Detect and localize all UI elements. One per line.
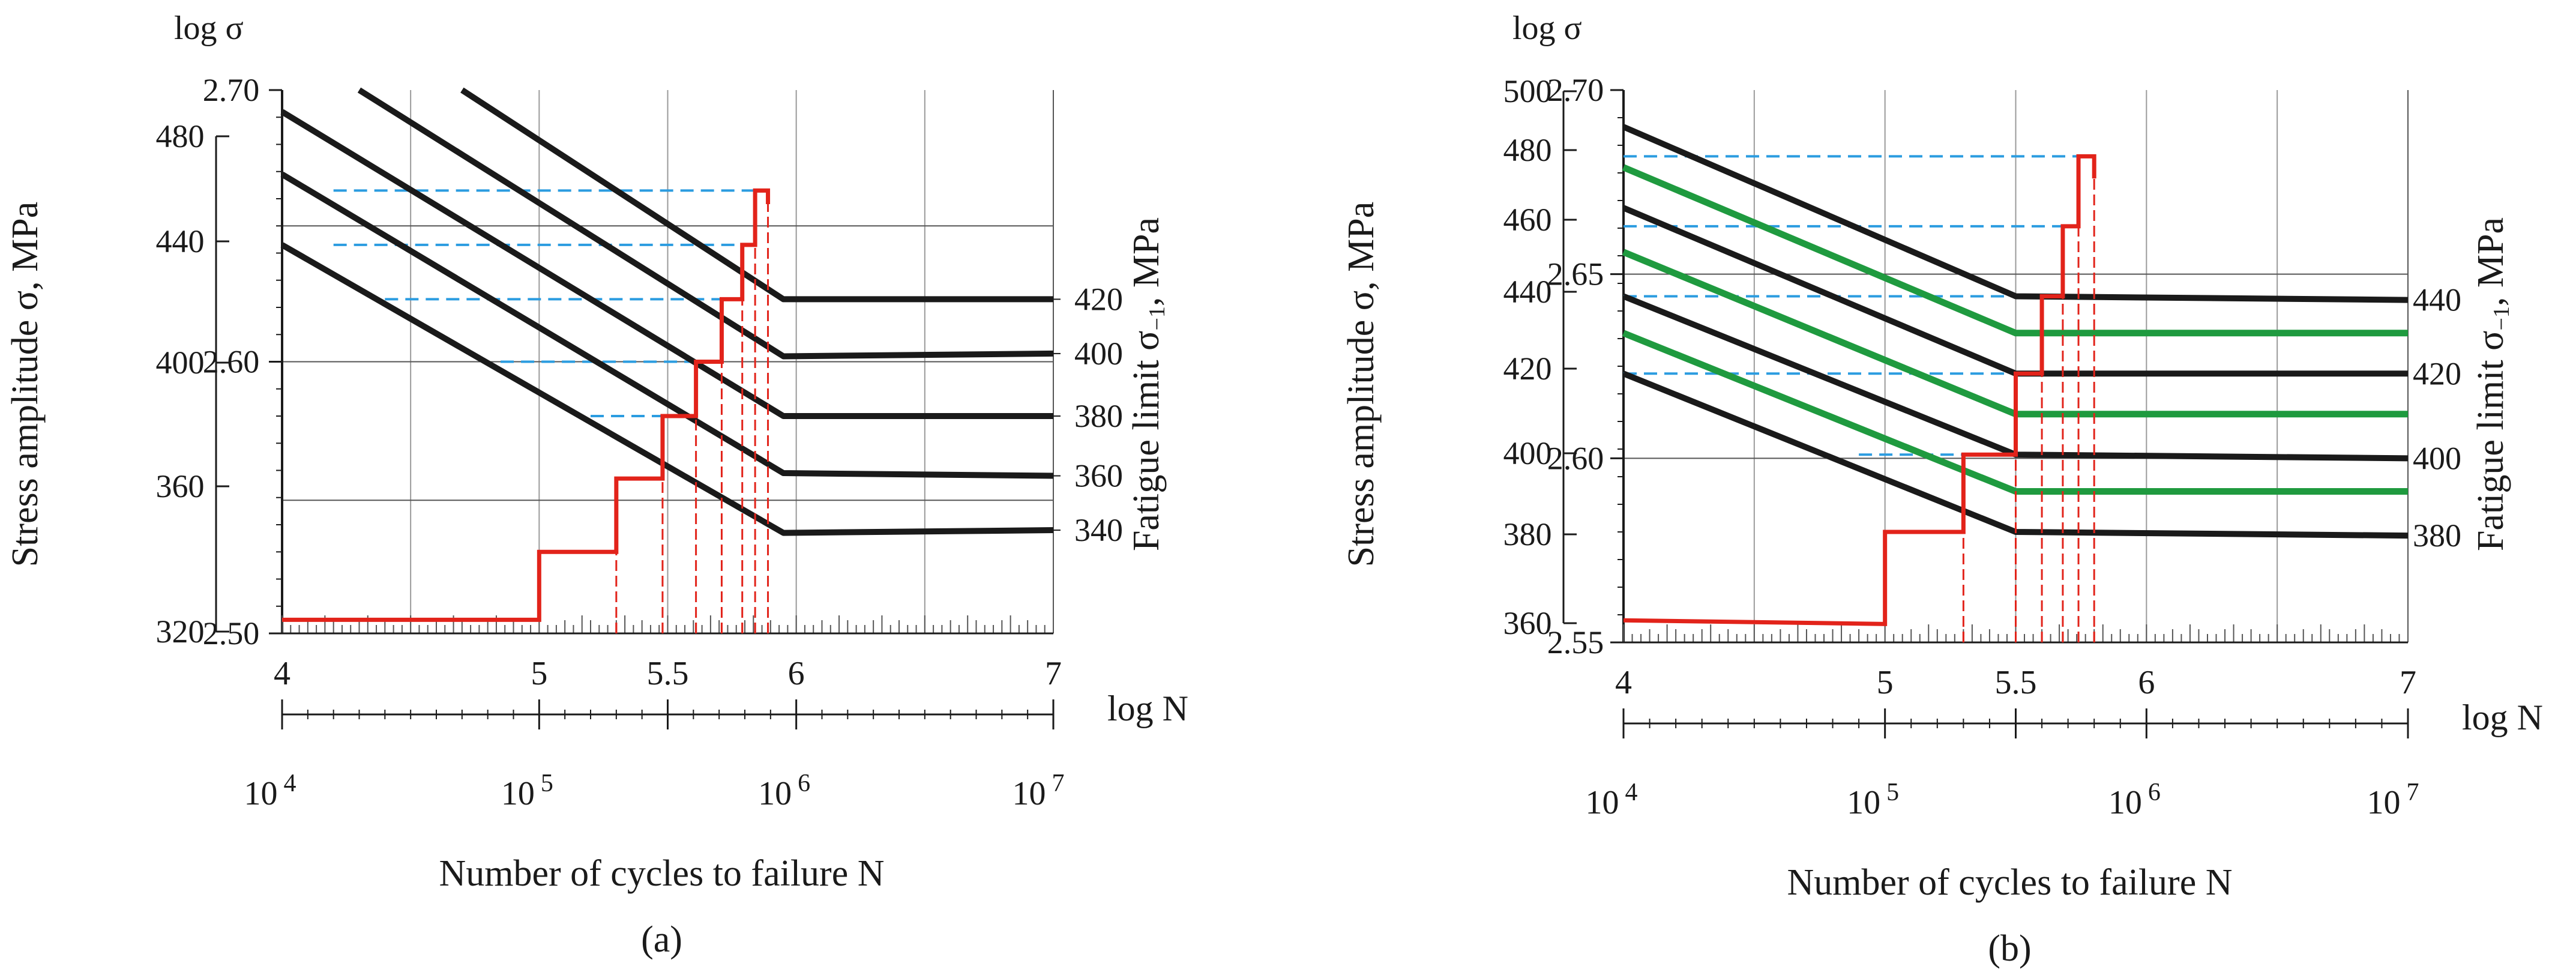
fatigue-limit-label: 420 bbox=[1074, 281, 1123, 317]
stress-tick-label: 400 bbox=[1503, 435, 1552, 471]
logn-tick-label: 5.5 bbox=[647, 655, 689, 692]
log-tick-label: 2.55 bbox=[1547, 624, 1604, 660]
cycles-tick-base: 10 bbox=[758, 775, 792, 812]
log-axis-title: log σ bbox=[1512, 10, 1582, 47]
cycles-tick-base: 10 bbox=[1847, 784, 1880, 821]
logn-axis-title: log N bbox=[1107, 689, 1188, 728]
cycles-tick-label: 10 7 bbox=[1013, 770, 1065, 812]
sn-curve-line bbox=[280, 109, 1053, 419]
panel-a: 2.50 2.60 2.70 log σ 320 360 400 440 480 Stress a… bbox=[5, 10, 1188, 960]
cycles-tick-label: 10 7 bbox=[2367, 779, 2419, 821]
logn-tick-label: 7 bbox=[2400, 664, 2416, 701]
log-tick-label: 2.60 bbox=[1547, 440, 1604, 476]
fatigue-axis-unit: , MPa bbox=[2470, 217, 2511, 306]
log-tick-label: 2.60 bbox=[203, 344, 260, 380]
log-tick-label: 2.70 bbox=[203, 72, 260, 108]
fatigue-limit-label: 400 bbox=[1074, 336, 1123, 372]
fatigue-limit-label: 360 bbox=[1074, 458, 1123, 494]
logn-tick-label: 5.5 bbox=[1995, 664, 2037, 701]
panel-label: (a) bbox=[641, 919, 682, 960]
cycles-tick-label: 10 5 bbox=[501, 770, 553, 812]
logn-axis-title: log N bbox=[2462, 698, 2543, 737]
stress-axis-title: Stress amplitude σ, MPa bbox=[5, 202, 46, 567]
sn-curve-line bbox=[280, 242, 1054, 536]
log-tick-label: 2.65 bbox=[1547, 256, 1604, 292]
cycles-tick-base: 10 bbox=[1013, 775, 1046, 812]
cycles-tick-base: 10 bbox=[1586, 784, 1619, 821]
log-axis-title: log σ bbox=[174, 10, 244, 47]
fatigue-axis-gap bbox=[2470, 351, 2511, 360]
cycles-tick-exp: 5 bbox=[541, 770, 553, 797]
sn-curve-line bbox=[1622, 124, 2409, 303]
fatigue-axis-gap bbox=[1126, 351, 1167, 360]
cycles-tick-exp: 4 bbox=[284, 770, 296, 797]
fatigue-axis-symbol: σ bbox=[2470, 331, 2511, 351]
fatigue-axis-title: Fatigue limit σ−1, MPa bbox=[1126, 217, 1170, 551]
stress-tick-label: 480 bbox=[156, 118, 205, 154]
stress-axis-title: Stress amplitude σ, MPa bbox=[1341, 202, 1382, 567]
fatigue-axis-subscript: −1 bbox=[1145, 306, 1170, 330]
sn-curve-line bbox=[460, 87, 1053, 303]
fatigue-axis-subscript: −1 bbox=[2489, 306, 2514, 330]
staircase-line bbox=[1623, 154, 2096, 626]
logn-tick-label: 4 bbox=[1615, 664, 1632, 701]
stress-tick-label: 360 bbox=[156, 468, 205, 504]
cycles-axis-title: Number of cycles to failure N bbox=[1787, 862, 2232, 903]
logn-tick-label: 5 bbox=[531, 655, 547, 692]
cycles-axis-title: Number of cycles to failure N bbox=[439, 853, 884, 894]
sn-curve-line bbox=[1622, 164, 2408, 337]
staircase-line bbox=[282, 188, 771, 622]
cycles-tick-base: 10 bbox=[2367, 784, 2401, 821]
cycles-tick-exp: 7 bbox=[2407, 779, 2419, 806]
fatigue-axis-symbol: σ bbox=[1126, 331, 1167, 351]
stress-tick-label: 360 bbox=[1503, 605, 1552, 641]
cycles-tick-label: 10 4 bbox=[244, 770, 296, 812]
fatigue-axis-unit: , MPa bbox=[1126, 217, 1167, 306]
cycles-tick-label: 10 6 bbox=[758, 770, 810, 812]
cycles-tick-label: 10 4 bbox=[1586, 779, 1638, 821]
stress-tick-label: 500 bbox=[1503, 73, 1552, 109]
cycles-tick-exp: 6 bbox=[2148, 779, 2161, 806]
cycles-tick-base: 10 bbox=[2108, 784, 2142, 821]
cycles-tick-exp: 6 bbox=[798, 770, 810, 797]
panel-b: 2.55 2.60 2.65 2.70 log σ 360 380 400 420 440 460 4… bbox=[1341, 10, 2543, 969]
fatigue-limit-label: 380 bbox=[1074, 398, 1123, 434]
logn-tick-label: 6 bbox=[788, 655, 805, 692]
fatigue-axis-label: Fatigue limit bbox=[2470, 360, 2511, 551]
logn-tick-label: 5 bbox=[1877, 664, 1894, 701]
cycles-tick-base: 10 bbox=[501, 775, 535, 812]
fatigue-limit-label: 440 bbox=[2413, 282, 2461, 318]
log-tick-label: 2.70 bbox=[1547, 72, 1604, 108]
sn-curve-line bbox=[357, 87, 1054, 360]
logn-tick-label: 7 bbox=[1045, 655, 1062, 692]
fatigue-limit-label: 380 bbox=[2413, 518, 2461, 554]
logn-tick-label: 6 bbox=[2138, 664, 2155, 701]
fatigue-limit-label: 400 bbox=[2413, 440, 2461, 476]
cycles-tick-exp: 5 bbox=[1886, 779, 1899, 806]
stress-tick-label: 480 bbox=[1503, 132, 1552, 168]
stress-tick-label: 320 bbox=[156, 614, 205, 650]
stress-tick-label: 440 bbox=[1503, 274, 1552, 310]
stress-tick-label: 380 bbox=[1503, 516, 1552, 552]
cycles-tick-label: 10 5 bbox=[1847, 779, 1899, 821]
fatigue-axis-title: Fatigue limit σ−1, MPa bbox=[2470, 217, 2514, 551]
logn-tick-label: 4 bbox=[274, 655, 290, 692]
cycles-tick-exp: 4 bbox=[1625, 779, 1638, 806]
cycles-tick-label: 10 6 bbox=[2108, 779, 2161, 821]
log-tick-label: 2.50 bbox=[203, 615, 260, 651]
stress-tick-label: 440 bbox=[156, 223, 205, 259]
stress-tick-label: 420 bbox=[1503, 351, 1552, 387]
stress-tick-label: 400 bbox=[156, 345, 205, 381]
panel-label: (b) bbox=[1988, 928, 2031, 969]
cycles-tick-exp: 7 bbox=[1052, 770, 1065, 797]
stress-tick-label: 460 bbox=[1503, 202, 1552, 238]
cycles-tick-base: 10 bbox=[244, 775, 278, 812]
fatigue-limit-label: 340 bbox=[1074, 512, 1123, 548]
fatigue-limit-label: 420 bbox=[2413, 355, 2461, 391]
sn-curve-line bbox=[280, 171, 1054, 479]
fatigue-axis-label: Fatigue limit bbox=[1126, 360, 1167, 551]
